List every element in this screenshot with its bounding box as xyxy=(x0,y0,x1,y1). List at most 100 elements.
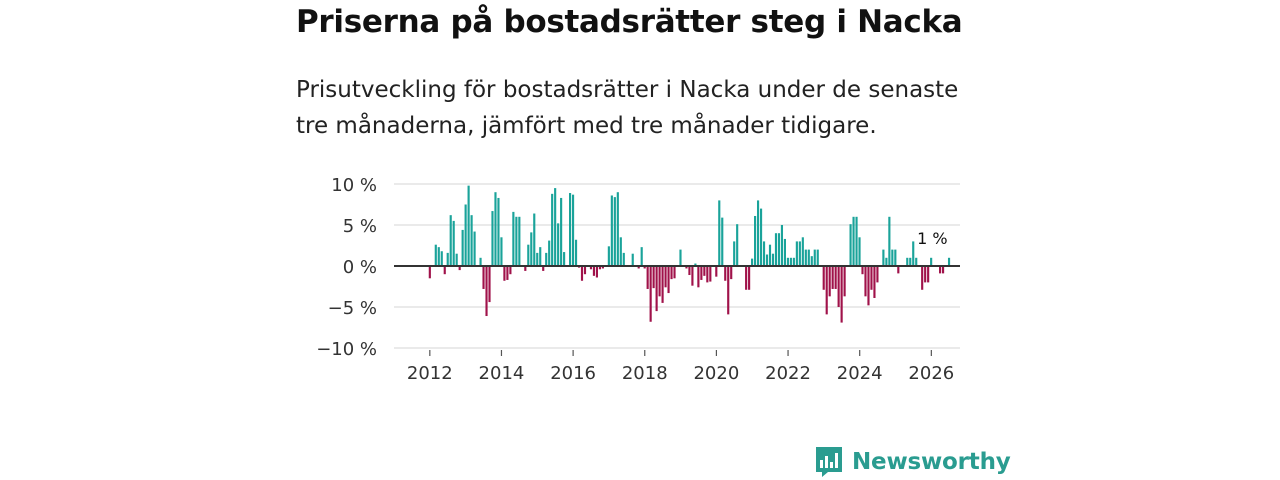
bar xyxy=(524,266,527,271)
bar xyxy=(783,238,786,266)
bar xyxy=(688,266,691,276)
bar xyxy=(813,249,816,266)
bar xyxy=(751,258,754,266)
bar xyxy=(527,244,530,266)
bar xyxy=(685,266,688,269)
bar xyxy=(736,224,739,266)
bar xyxy=(661,266,664,303)
bar xyxy=(942,266,945,274)
bar xyxy=(810,256,813,266)
bar xyxy=(822,266,825,290)
bar xyxy=(909,257,912,266)
bar xyxy=(592,266,596,276)
bar xyxy=(646,266,649,289)
bar xyxy=(473,231,476,266)
bar xyxy=(467,185,470,266)
bar xyxy=(670,266,673,280)
bar xyxy=(861,266,864,275)
bar xyxy=(622,252,625,266)
bar xyxy=(754,215,757,266)
bar xyxy=(724,266,727,281)
bar xyxy=(595,266,598,278)
bar xyxy=(795,241,798,266)
x-tick-label: 2012 xyxy=(407,363,453,384)
bar xyxy=(494,192,497,266)
x-tick-label: 2014 xyxy=(479,363,525,384)
bar xyxy=(774,233,778,266)
bar xyxy=(756,200,760,266)
bar xyxy=(906,257,909,266)
bar xyxy=(479,257,482,266)
bar xyxy=(533,213,536,266)
annotations: 1 % xyxy=(917,229,947,248)
bar xyxy=(762,241,766,266)
bar xyxy=(491,211,494,266)
bar xyxy=(509,266,512,275)
bar xyxy=(497,197,500,266)
bar xyxy=(518,216,521,266)
bar xyxy=(780,225,784,266)
bar xyxy=(897,266,900,274)
newsworthy-logo-icon xyxy=(816,447,842,477)
bar xyxy=(655,266,658,312)
bar xyxy=(673,266,676,279)
y-tick-label: −10 % xyxy=(316,339,377,360)
bar xyxy=(679,249,682,266)
y-tick-label: 5 % xyxy=(343,216,377,237)
bar xyxy=(446,252,449,266)
bar xyxy=(563,252,566,266)
bar xyxy=(837,266,840,307)
bar xyxy=(882,249,885,266)
bar xyxy=(840,266,843,323)
grid-lines xyxy=(394,183,960,349)
y-axis-tick-labels: 10 % 5 % 0 % −5 % −10 % xyxy=(316,175,377,360)
bar xyxy=(885,257,888,266)
bar xyxy=(891,249,894,266)
bar xyxy=(870,266,873,290)
bar xyxy=(485,266,488,317)
bar xyxy=(637,266,640,269)
bar xyxy=(765,254,769,266)
bar xyxy=(539,247,542,266)
bar xyxy=(440,251,443,266)
bar xyxy=(858,237,861,266)
bar xyxy=(455,253,458,266)
bar xyxy=(569,193,572,266)
bar xyxy=(542,266,545,271)
bar xyxy=(530,232,533,266)
bar xyxy=(715,266,718,277)
bar xyxy=(691,266,694,286)
bar xyxy=(545,252,548,266)
bar xyxy=(721,217,724,266)
y-tick-label: 10 % xyxy=(331,175,377,196)
bar xyxy=(700,266,703,280)
bar xyxy=(759,208,763,266)
bar xyxy=(915,257,918,266)
y-tick-label: 0 % xyxy=(343,257,377,278)
y-tick-label: −5 % xyxy=(328,298,377,319)
bar xyxy=(649,266,652,322)
bar xyxy=(613,197,616,266)
bar xyxy=(658,266,661,297)
brand-logo: Newsworthy xyxy=(815,446,1011,478)
x-tick-label: 2022 xyxy=(765,363,811,384)
bar xyxy=(571,194,575,266)
bar xyxy=(631,253,634,266)
bar xyxy=(652,266,655,289)
bar xyxy=(888,216,891,266)
bar xyxy=(703,266,706,276)
bar xyxy=(843,266,846,297)
bar xyxy=(470,215,473,266)
bar xyxy=(855,216,858,266)
bar xyxy=(849,224,852,266)
bar xyxy=(745,266,748,290)
bar xyxy=(443,266,446,275)
bar xyxy=(512,211,515,266)
bar xyxy=(536,252,539,266)
x-tick-label: 2016 xyxy=(550,363,596,384)
bar xyxy=(610,195,613,266)
bar xyxy=(804,249,807,266)
bar xyxy=(548,240,551,266)
bar xyxy=(876,266,879,283)
